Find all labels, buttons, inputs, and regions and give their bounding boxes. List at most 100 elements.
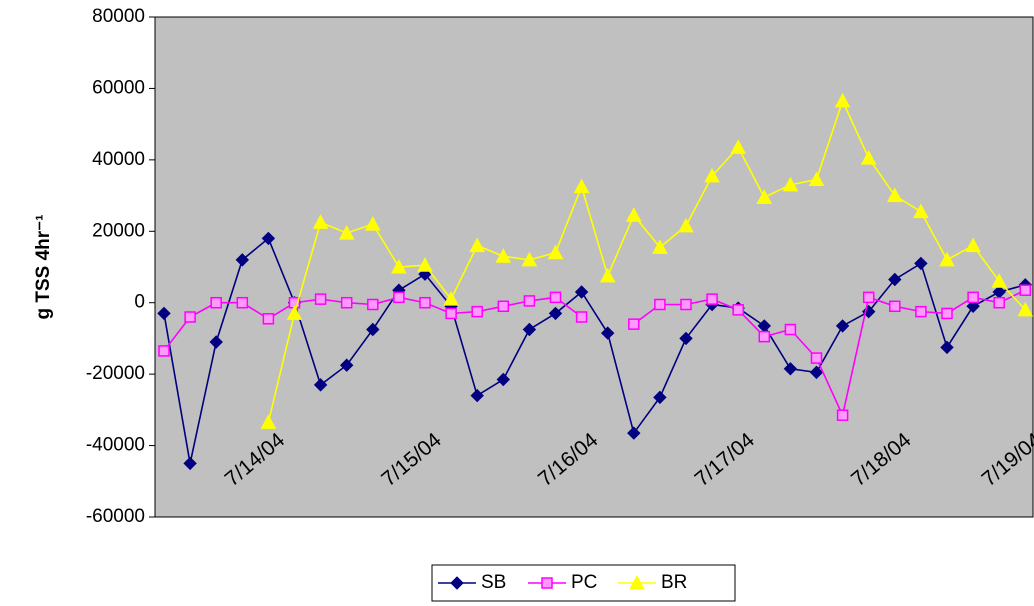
marker [810,352,823,364]
marker [836,409,849,421]
marker [965,237,981,253]
marker [391,258,407,274]
marker [262,313,275,325]
legend-label: SB [481,572,506,593]
marker [236,296,249,309]
marker [834,92,851,108]
marker [991,273,1008,288]
marker [496,372,511,387]
marker [625,207,642,222]
marker [809,365,824,380]
marker [210,296,222,309]
marker [541,577,553,589]
marker [450,576,464,590]
marker [730,139,747,154]
marker [471,305,483,318]
marker [184,311,196,323]
y-tick-label: -40000 [86,435,145,456]
marker [470,388,484,403]
legend-label: BR [661,572,687,593]
marker [260,414,277,429]
marker [599,267,616,283]
marker [314,293,327,305]
marker [808,171,825,186]
marker [548,306,563,321]
marker [183,456,197,471]
marker [939,251,955,267]
marker [627,426,641,440]
marker [680,298,692,311]
marker [157,306,171,321]
marker [940,340,954,355]
marker [469,237,486,253]
plot-area [154,16,1034,518]
y-tick-label: -60000 [86,506,145,527]
marker [784,323,797,336]
marker [495,248,512,263]
marker [547,244,564,260]
marker [393,291,405,304]
y-tick-label: 80000 [92,6,145,27]
legend-box [431,564,736,602]
series-line [163,237,1026,464]
marker [235,253,250,267]
marker [628,318,640,330]
marker [497,300,510,313]
marker [915,305,927,318]
marker [654,298,666,311]
marker [862,291,875,304]
marker [835,319,850,333]
y-tick-label: 0 [134,292,145,313]
marker [732,304,744,316]
marker [600,326,615,340]
marker [629,574,645,590]
marker [521,251,538,267]
y-tick-label: -20000 [86,363,145,384]
marker [419,296,431,309]
marker [366,322,380,337]
marker [783,362,798,376]
marker [340,296,353,309]
marker [312,214,329,229]
marker [338,225,355,240]
marker [706,293,718,305]
marker [941,307,953,320]
marker [758,330,771,343]
marker [967,291,979,304]
marker [574,285,589,299]
marker [367,298,379,311]
marker [1017,301,1034,317]
marker [573,178,590,194]
marker [313,378,328,392]
y-tick-label: 40000 [92,149,145,170]
marker [756,189,773,204]
marker [339,358,354,372]
marker [966,299,980,313]
marker [678,217,694,233]
marker [364,216,381,231]
marker [261,231,276,246]
marker [286,305,303,320]
marker [417,257,433,272]
marker [523,295,536,307]
marker [209,335,223,349]
marker [158,345,170,357]
marker [522,322,537,337]
marker [860,150,877,165]
marker [679,331,693,346]
marker [549,291,562,304]
legend-label: PC [571,572,597,593]
marker [782,176,799,192]
marker [443,291,459,306]
y-tick-label: 60000 [92,77,145,98]
marker [993,296,1005,309]
marker [652,239,668,254]
marker [889,300,901,313]
y-tick-label: 20000 [92,220,145,241]
marker [913,203,929,219]
marker [1019,284,1032,296]
y-axis-title: g TSS 4hr⁻¹ [33,214,54,319]
marker [445,307,457,320]
marker [888,272,902,287]
